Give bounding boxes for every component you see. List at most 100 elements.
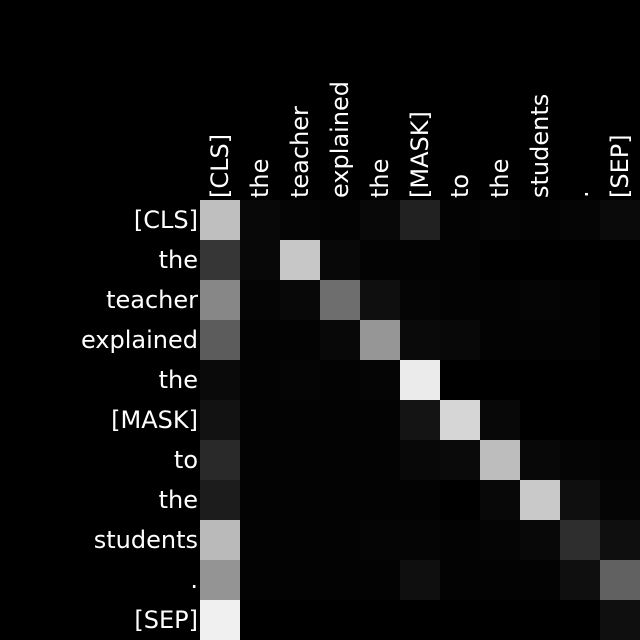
- heatmap-cell-r10-c8: [520, 600, 560, 640]
- heatmap-cell-r4-c7: [480, 360, 520, 400]
- heatmap-cell-r9-c7: [480, 560, 520, 600]
- heatmap-cell-r9-c5: [400, 560, 440, 600]
- x-tick-label-10: [SEP]: [606, 134, 634, 198]
- heatmap-cell-r1-c5: [400, 240, 440, 280]
- x-tick-label-5: [MASK]: [406, 111, 434, 198]
- heatmap-cell-r7-c9: [560, 480, 600, 520]
- heatmap-cell-r0-c10: [600, 200, 640, 240]
- x-tick-label-7: the: [486, 159, 514, 198]
- heatmap-cell-r2-c1: [240, 280, 280, 320]
- heatmap-cell-r4-c3: [320, 360, 360, 400]
- x-tick-label-2: teacher: [286, 106, 314, 198]
- heatmap-cell-r8-c5: [400, 520, 440, 560]
- heatmap-cell-r3-c1: [240, 320, 280, 360]
- heatmap-cell-r5-c5: [400, 400, 440, 440]
- heatmap-cell-r2-c7: [480, 280, 520, 320]
- heatmap-cell-r2-c5: [400, 280, 440, 320]
- x-tick-label-8: students: [526, 94, 554, 198]
- y-tick-label-10: [SEP]: [134, 606, 198, 634]
- heatmap-cell-r9-c9: [560, 560, 600, 600]
- y-axis-token-labels: [CLS] the teacher explained the [MASK] to the st…: [81, 206, 198, 634]
- heatmap-cell-r5-c0: [200, 400, 240, 440]
- y-tick-label-5: [MASK]: [111, 406, 198, 434]
- heatmap-cell-r8-c0: [200, 520, 240, 560]
- heatmap-cell-r9-c10: [600, 560, 640, 600]
- heatmap-cell-r3-c6: [440, 320, 480, 360]
- heatmap-cell-r8-c1: [240, 520, 280, 560]
- heatmap-cell-r3-c3: [320, 320, 360, 360]
- heatmap-cell-r1-c7: [480, 240, 520, 280]
- heatmap-cell-r1-c4: [360, 240, 400, 280]
- heatmap-cell-r2-c8: [520, 280, 560, 320]
- heatmap-cell-r4-c4: [360, 360, 400, 400]
- heatmap-cell-r10-c6: [440, 600, 480, 640]
- heatmap-cell-r5-c4: [360, 400, 400, 440]
- heatmap-cell-r7-c10: [600, 480, 640, 520]
- heatmap-cell-r2-c6: [440, 280, 480, 320]
- heatmap-cell-r8-c4: [360, 520, 400, 560]
- heatmap-cell-r0-c9: [560, 200, 600, 240]
- heatmap-cell-r2-c9: [560, 280, 600, 320]
- y-tick-label-6: to: [174, 446, 198, 474]
- heatmap-cell-r10-c7: [480, 600, 520, 640]
- heatmap-cell-r2-c4: [360, 280, 400, 320]
- heatmap-cell-r0-c3: [320, 200, 360, 240]
- heatmap-cell-r7-c8: [520, 480, 560, 520]
- heatmap-cell-r0-c5: [400, 200, 440, 240]
- heatmap-cell-r8-c10: [600, 520, 640, 560]
- heatmap-cell-r10-c1: [240, 600, 280, 640]
- heatmap-cell-r0-c8: [520, 200, 560, 240]
- heatmap-cell-r4-c1: [240, 360, 280, 400]
- heatmap-cell-r0-c7: [480, 200, 520, 240]
- heatmap-cell-r7-c5: [400, 480, 440, 520]
- heatmap-cell-r9-c4: [360, 560, 400, 600]
- heatmap-cell-r9-c1: [240, 560, 280, 600]
- heatmap-cell-r7-c7: [480, 480, 520, 520]
- heatmap-cell-r2-c2: [280, 280, 320, 320]
- heatmap-cell-r9-c8: [520, 560, 560, 600]
- heatmap-cell-r3-c0: [200, 320, 240, 360]
- heatmap-cell-r1-c3: [320, 240, 360, 280]
- heatmap-cell-r4-c10: [600, 360, 640, 400]
- heatmap-cell-r5-c7: [480, 400, 520, 440]
- heatmap-cell-r8-c3: [320, 520, 360, 560]
- heatmap-cell-r0-c6: [440, 200, 480, 240]
- heatmap-cell-r10-c0: [200, 600, 240, 640]
- heatmap-cell-r5-c1: [240, 400, 280, 440]
- x-axis-token-labels: [CLS] the teacher explained the [MASK] to the st…: [206, 81, 634, 198]
- heatmap-cell-r6-c7: [480, 440, 520, 480]
- y-tick-label-8: students: [94, 526, 198, 554]
- heatmap-cell-r2-c0: [200, 280, 240, 320]
- heatmap-cell-r5-c9: [560, 400, 600, 440]
- heatmap-cell-r7-c3: [320, 480, 360, 520]
- heatmap-cell-r10-c5: [400, 600, 440, 640]
- heatmap-cell-r6-c10: [600, 440, 640, 480]
- heatmap-cell-r3-c9: [560, 320, 600, 360]
- heatmap-cell-r9-c0: [200, 560, 240, 600]
- heatmap-cells: [200, 200, 640, 640]
- y-tick-label-0: [CLS]: [134, 206, 198, 234]
- heatmap-cell-r6-c5: [400, 440, 440, 480]
- heatmap-cell-r6-c0: [200, 440, 240, 480]
- heatmap-cell-r6-c9: [560, 440, 600, 480]
- heatmap-cell-r4-c9: [560, 360, 600, 400]
- y-tick-label-9: .: [190, 566, 198, 594]
- heatmap-cell-r6-c4: [360, 440, 400, 480]
- heatmap-cell-r5-c8: [520, 400, 560, 440]
- heatmap-cell-r5-c2: [280, 400, 320, 440]
- heatmap-cell-r1-c9: [560, 240, 600, 280]
- heatmap-cell-r6-c2: [280, 440, 320, 480]
- heatmap-cell-r0-c1: [240, 200, 280, 240]
- heatmap-cell-r5-c10: [600, 400, 640, 440]
- x-tick-label-6: to: [446, 174, 474, 198]
- y-tick-label-3: explained: [81, 326, 198, 354]
- heatmap-cell-r10-c2: [280, 600, 320, 640]
- heatmap-cell-r8-c6: [440, 520, 480, 560]
- heatmap-cell-r7-c4: [360, 480, 400, 520]
- y-tick-label-2: teacher: [106, 286, 198, 314]
- heatmap-cell-r6-c1: [240, 440, 280, 480]
- heatmap-cell-r9-c2: [280, 560, 320, 600]
- heatmap-cell-r6-c8: [520, 440, 560, 480]
- heatmap-cell-r1-c1: [240, 240, 280, 280]
- heatmap-cell-r10-c4: [360, 600, 400, 640]
